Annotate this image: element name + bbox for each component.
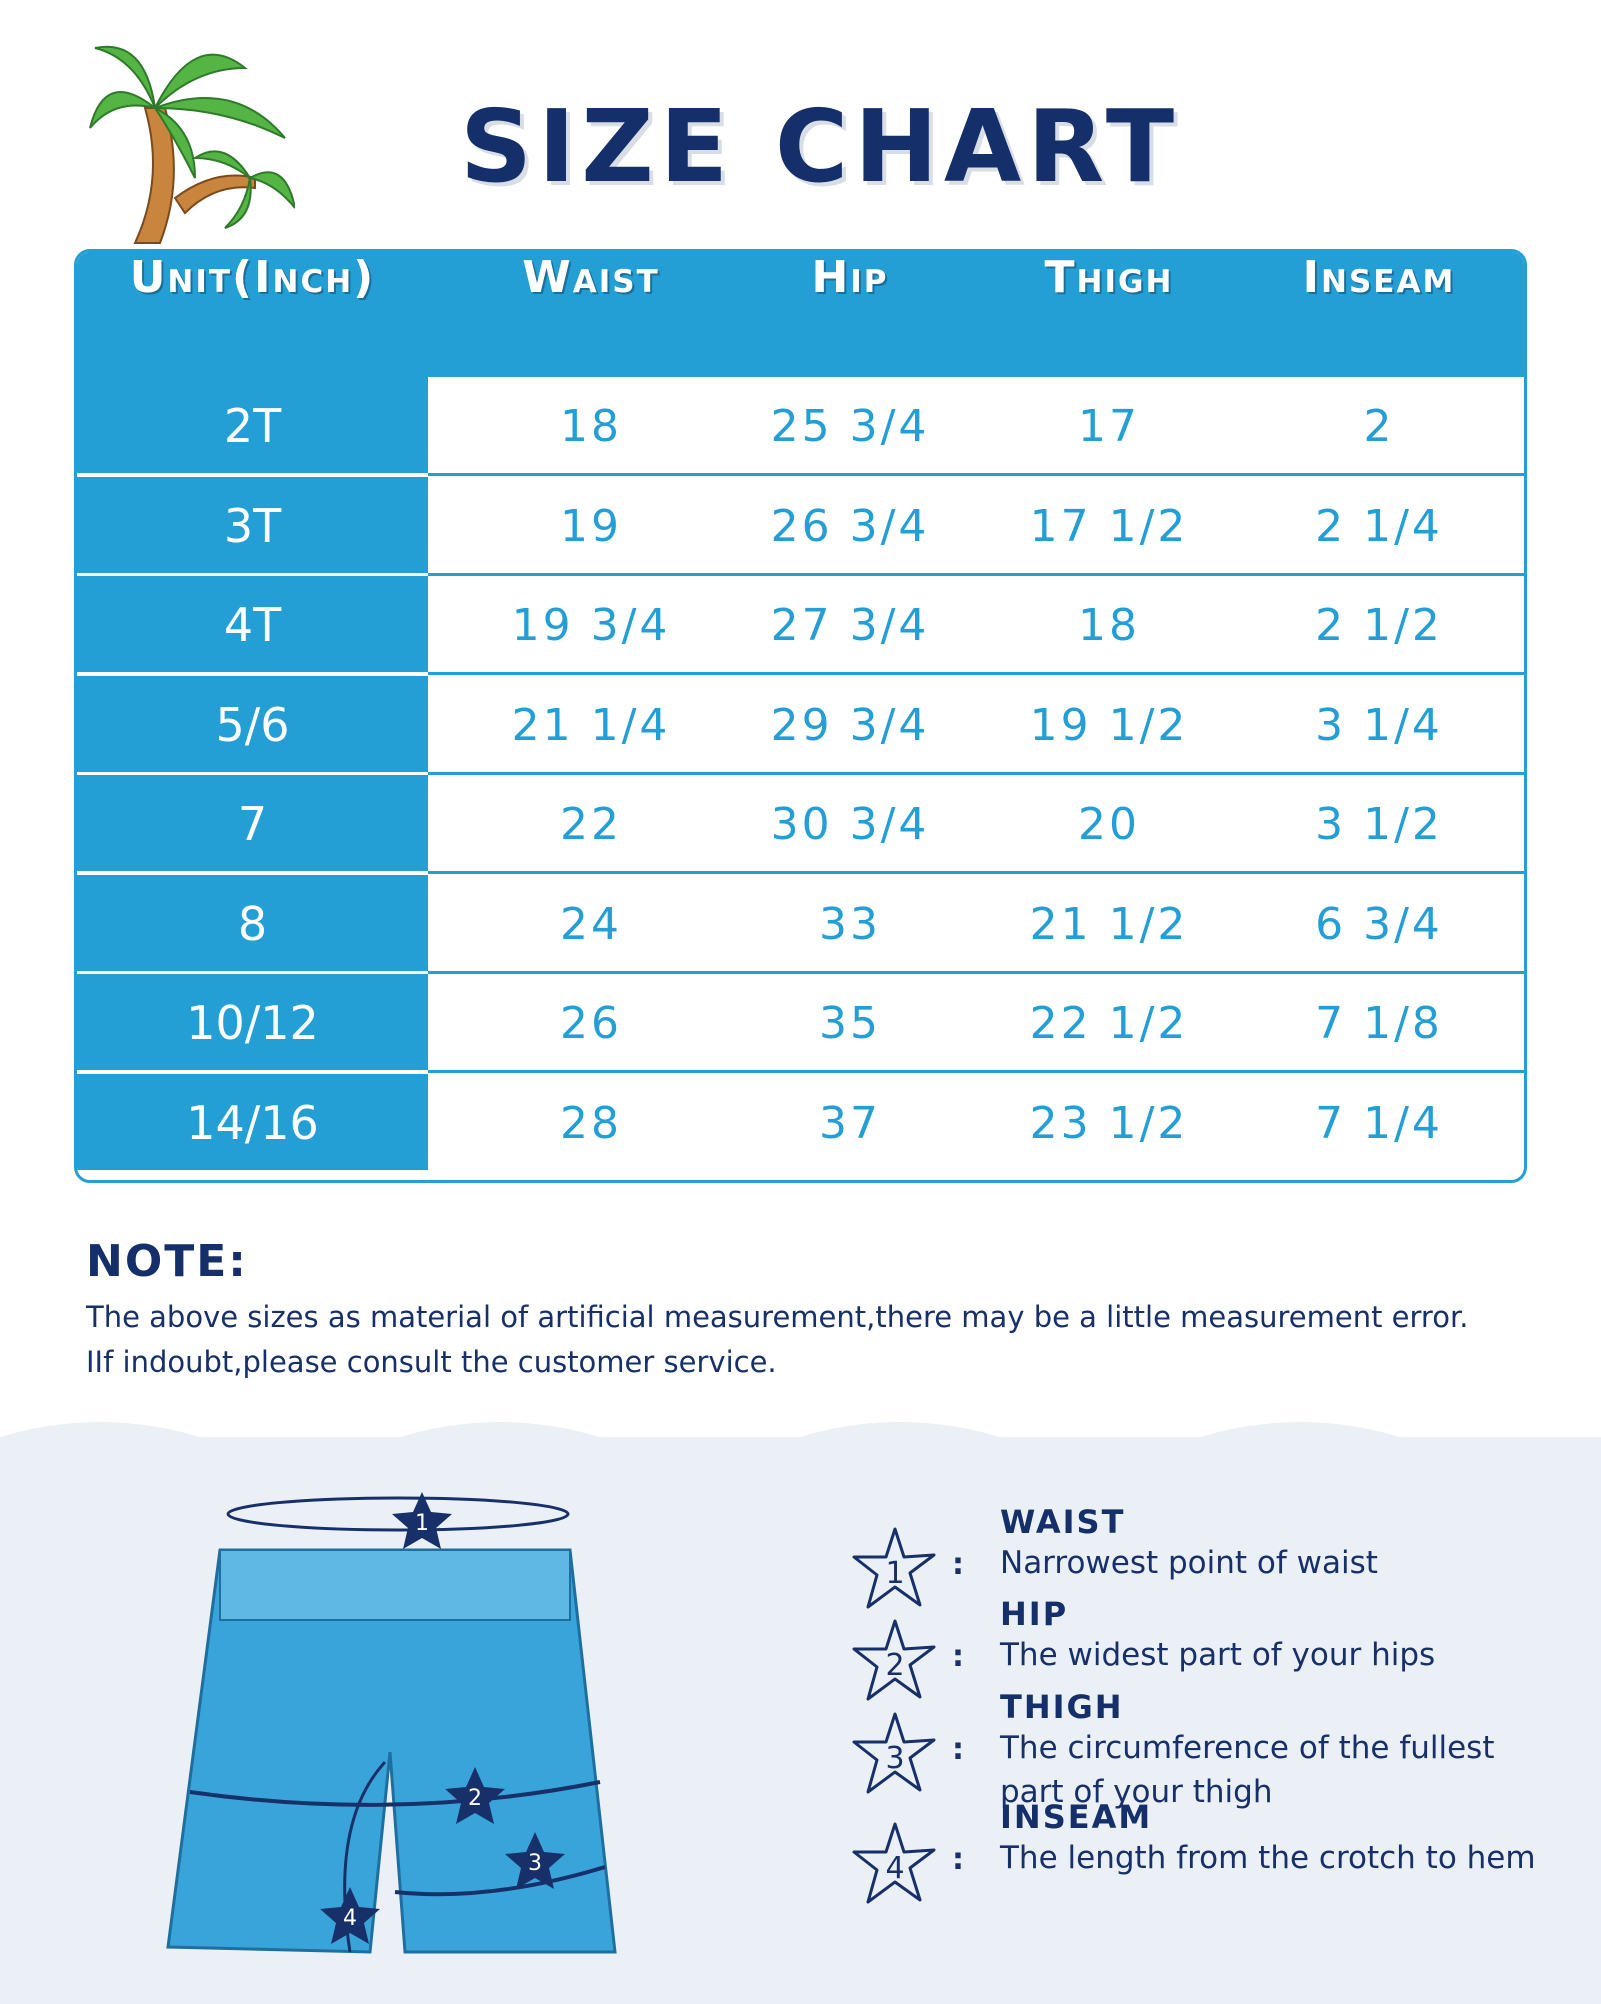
- waist-cell: 18: [560, 401, 622, 452]
- palm-tree-icon: [89, 45, 295, 244]
- star-4-icon: 4: [852, 1822, 936, 1904]
- hip-cell: 30 3/4: [770, 799, 930, 850]
- colon: :: [952, 1732, 964, 1767]
- table-row: 3T 19 26 3/4 17 1/2 2 1/4: [77, 476, 1524, 576]
- inseam-cell: 2 1/4: [1315, 500, 1443, 552]
- thigh-cell: 20: [1078, 799, 1140, 850]
- star-2-icon: 2: [852, 1619, 936, 1701]
- header-hip: Hip: [811, 252, 889, 303]
- guide-desc: The widest part of your hips: [1000, 1637, 1436, 1673]
- waist-cell: 24: [560, 898, 622, 950]
- guide-desc: Narrowest point of waist: [1000, 1545, 1378, 1581]
- guide-label-inseam: INSEAM: [1000, 1798, 1153, 1836]
- inseam-cell: 3 1/2: [1315, 799, 1443, 850]
- thigh-cell: 21 1/2: [1029, 898, 1189, 950]
- inseam-cell: 2: [1363, 401, 1395, 452]
- guide-label-thigh: THIGH: [1000, 1688, 1124, 1726]
- thigh-cell: 22 1/2: [1029, 998, 1189, 1049]
- row-divider: [428, 1070, 1524, 1073]
- size-cell: 4T: [77, 576, 428, 675]
- waist-cell: 26: [560, 998, 622, 1049]
- hip-cell: 37: [819, 1097, 881, 1149]
- row-divider: [428, 771, 1524, 775]
- row-divider: [428, 871, 1524, 874]
- star-3-icon: 3: [852, 1712, 936, 1794]
- note-line-1: The above sizes as material of artificia…: [86, 1300, 1469, 1334]
- page-title: SIZE CHART: [459, 88, 1181, 205]
- table-row: 4T 19 3/4 27 3/4 18 2 1/2: [77, 576, 1524, 675]
- hip-cell: 35: [819, 998, 881, 1049]
- hip-cell: 29 3/4: [770, 699, 930, 751]
- size-cell: 7: [77, 775, 428, 874]
- table-row: 14/16 28 37 23 1/2 7 1/4: [77, 1073, 1524, 1173]
- guide-label-hip: HIP: [1000, 1595, 1069, 1633]
- size-cell: 2T: [77, 377, 428, 476]
- header-thigh: Thigh: [1044, 252, 1174, 303]
- svg-text:3: 3: [885, 1741, 904, 1776]
- colon: :: [952, 1842, 964, 1877]
- header-inseam: Inseam: [1302, 252, 1456, 303]
- guide-label-waist: WAIST: [1000, 1503, 1126, 1541]
- guide-desc-2: part of your thigh: [1000, 1774, 1273, 1810]
- guide-desc: The length from the crotch to hem: [1000, 1840, 1536, 1876]
- guide-desc: The circumference of the fullest: [1000, 1730, 1495, 1766]
- note-line-2: IIf indoubt,please consult the customer …: [86, 1345, 777, 1379]
- table-row: 8 24 33 21 1/2 6 3/4: [77, 874, 1524, 974]
- note-title: NOTE:: [86, 1236, 248, 1287]
- marker-2: 2: [468, 1786, 482, 1811]
- shorts-illustration: 1 2 3 4: [166, 1492, 617, 1954]
- table-header: Unit(Inch) Waist Hip Thigh Inseam: [77, 252, 1524, 377]
- inseam-cell: 2 1/2: [1315, 600, 1443, 651]
- inseam-cell: 6 3/4: [1315, 898, 1443, 950]
- marker-4: 4: [343, 1906, 357, 1931]
- row-divider: [428, 473, 1524, 476]
- hip-cell: 27 3/4: [770, 600, 930, 651]
- inseam-cell: 7 1/4: [1315, 1097, 1443, 1149]
- row-divider: [428, 672, 1524, 675]
- row-divider: [428, 970, 1524, 974]
- size-cell: 14/16: [77, 1073, 428, 1173]
- thigh-cell: 17: [1078, 401, 1140, 452]
- waist-cell: 21 1/4: [511, 699, 671, 751]
- header-waist: Waist: [522, 252, 660, 303]
- svg-text:4: 4: [885, 1851, 904, 1886]
- inseam-cell: 3 1/4: [1315, 699, 1443, 751]
- star-1-icon: 1: [852, 1527, 936, 1609]
- thigh-cell: 18: [1078, 600, 1140, 651]
- size-table: Unit(Inch) Waist Hip Thigh Inseam 2T 18 25…: [74, 249, 1527, 1183]
- size-cell: 8: [77, 874, 428, 974]
- wave-divider: [0, 1422, 1601, 1447]
- header-unit: Unit(Inch): [129, 252, 376, 303]
- thigh-cell: 23 1/2: [1029, 1097, 1189, 1149]
- row-divider: [428, 572, 1524, 576]
- size-cell: 10/12: [77, 974, 428, 1073]
- waist-cell: 19: [560, 500, 622, 552]
- svg-text:2: 2: [885, 1648, 904, 1683]
- colon: :: [952, 1639, 964, 1674]
- inseam-cell: 7 1/8: [1315, 998, 1443, 1049]
- table-row: 10/12 26 35 22 1/2 7 1/8: [77, 974, 1524, 1073]
- measurement-guide-section: 1 2 3 4 1 WAIST: Narrowest point of waist 2…: [0, 1422, 1601, 2004]
- thigh-cell: 19 1/2: [1029, 699, 1189, 751]
- size-cell: 5/6: [77, 675, 428, 775]
- waist-cell: 22: [560, 799, 622, 850]
- hip-cell: 33: [819, 898, 881, 950]
- table-row: 5/6 21 1/4 29 3/4 19 1/2 3 1/4: [77, 675, 1524, 775]
- colon: :: [952, 1547, 964, 1582]
- marker-1: 1: [415, 1511, 429, 1536]
- size-cell: 3T: [77, 476, 428, 576]
- svg-text:1: 1: [885, 1556, 904, 1591]
- table-row: 2T 18 25 3/4 17 2: [77, 377, 1524, 476]
- marker-3: 3: [528, 1851, 542, 1876]
- waist-cell: 19 3/4: [511, 600, 671, 651]
- hip-cell: 25 3/4: [770, 401, 930, 452]
- table-row: 7 22 30 3/4 20 3 1/2: [77, 775, 1524, 874]
- hip-cell: 26 3/4: [770, 500, 930, 552]
- waist-cell: 28: [560, 1097, 622, 1149]
- thigh-cell: 17 1/2: [1029, 500, 1189, 552]
